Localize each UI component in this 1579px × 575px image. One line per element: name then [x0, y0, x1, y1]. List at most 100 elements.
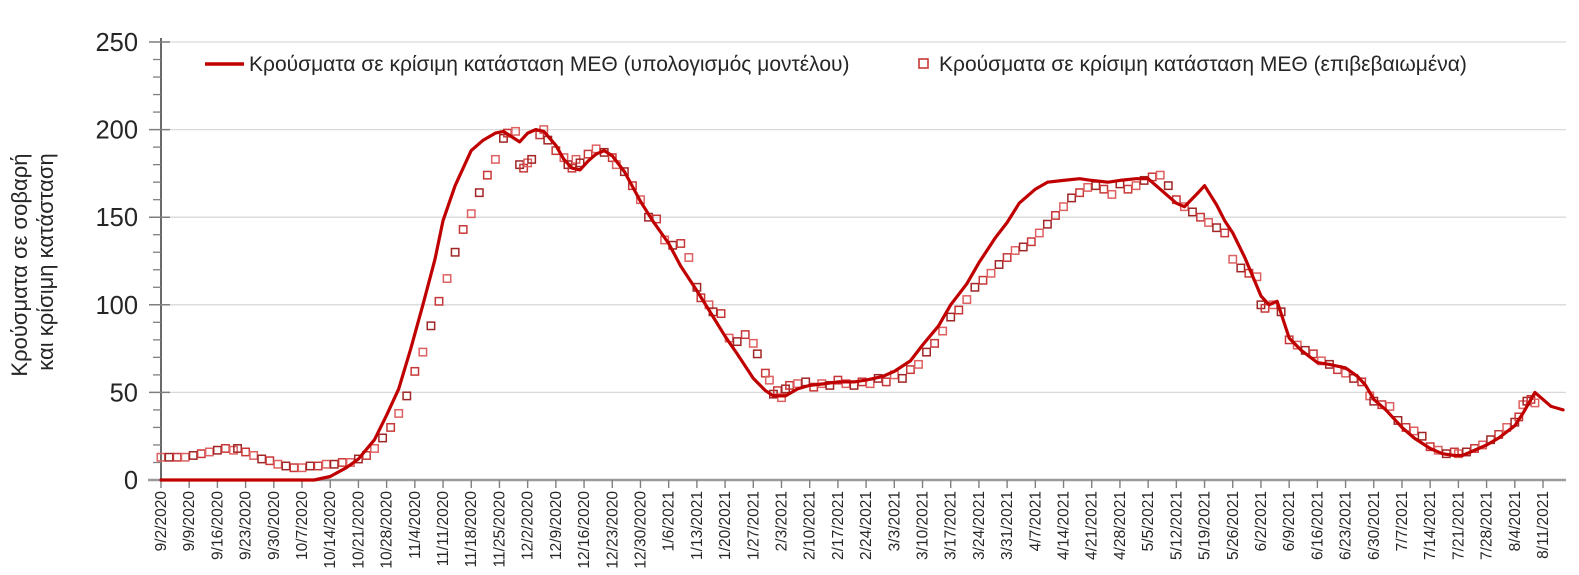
confirmed-point [458, 225, 468, 234]
confirmed-point [511, 126, 521, 136]
confirmed-point [204, 447, 214, 457]
confirmed-point [249, 451, 259, 460]
x-tick-label: 5/19/2021 [1197, 491, 1214, 560]
confirmed-point [1131, 181, 1141, 191]
x-tick-label: 2/24/2021 [858, 491, 875, 560]
confirmed-point [1018, 242, 1028, 252]
x-tick-label: 10/28/2020 [379, 491, 396, 569]
confirmed-point [337, 458, 347, 467]
model-line-path [159, 128, 1565, 482]
confirmed-point [394, 408, 404, 418]
confirmed-point [930, 338, 940, 348]
confirmed-point [696, 293, 706, 303]
confirmed-point [1155, 170, 1165, 180]
confirmed-point [1099, 184, 1109, 194]
x-tick-label: 9/16/2020 [209, 491, 226, 560]
confirmed-point [1212, 223, 1222, 233]
x-tick-label: 6/16/2021 [1309, 491, 1326, 560]
x-tick-label: 11/4/2020 [407, 491, 424, 559]
confirmed-point [732, 337, 742, 347]
confirmed-point [1236, 263, 1246, 273]
x-tick-label: 10/21/2020 [350, 491, 367, 569]
confirmed-point [172, 452, 182, 462]
y-axis-title-line2: και κρίσιμη κατάσταση [33, 153, 58, 370]
x-tick-label: 5/26/2021 [1225, 491, 1242, 560]
confirmed-point [1091, 181, 1101, 191]
confirmed-point [978, 275, 988, 285]
confirmed-point [914, 359, 923, 369]
confirmed-point [922, 347, 931, 357]
y-tick-label: 100 [95, 292, 138, 320]
y-tick-label: 150 [95, 204, 138, 232]
x-tick-label: 4/21/2021 [1084, 491, 1101, 560]
legend-label-confirmed: Κρούσματα σε κρίσιμη κατάσταση ΜΕΘ (επιβ… [939, 53, 1467, 76]
confirmed-point [1042, 219, 1052, 229]
x-tick-label: 6/30/2021 [1366, 491, 1383, 560]
confirmed-point [370, 444, 379, 453]
x-tick-label: 2/3/2021 [773, 491, 790, 551]
confirmed-point [740, 330, 750, 340]
x-tick-label: 4/7/2021 [1027, 491, 1044, 551]
confirmed-point [777, 393, 786, 403]
confirmed-point [1010, 246, 1020, 255]
x-tick-label: 11/11/2020 [435, 491, 452, 567]
y-axis-title-line1: Κρούσματα σε σοβαρή [7, 154, 32, 377]
confirmed-point [410, 366, 420, 376]
x-tick-label: 1/20/2021 [717, 491, 734, 560]
confirmed-point [619, 167, 629, 177]
confirmed-point [450, 247, 460, 257]
confirmed-point [1075, 188, 1085, 198]
confirmed-point [1107, 189, 1117, 199]
x-tick-label: 3/31/2021 [999, 491, 1016, 560]
confirmed-point [386, 422, 396, 432]
x-tick-label: 9/9/2020 [181, 491, 198, 552]
confirmed-scatter [156, 125, 1540, 473]
confirmed-point [1059, 202, 1068, 212]
confirmed-point [434, 296, 444, 306]
confirmed-point [482, 170, 492, 180]
confirmed-point [442, 274, 452, 283]
x-tick-label: 1/13/2021 [689, 491, 706, 560]
confirmed-point [970, 282, 980, 292]
x-tick-label: 7/21/2021 [1450, 491, 1467, 560]
confirmed-point [575, 158, 585, 168]
x-tick-label: 1/6/2021 [661, 491, 678, 551]
legend-square-swatch [918, 58, 929, 69]
y-axis-title: Κρούσματα σε σοβαρή και κρίσιμη κατάστασ… [7, 153, 58, 377]
confirmed-point [426, 321, 436, 331]
confirmed-point [962, 295, 972, 304]
x-tick-label: 8/11/2021 [1535, 491, 1552, 559]
confirmed-point [212, 445, 222, 455]
confirmed-point [164, 452, 174, 462]
confirmed-point [289, 463, 299, 473]
x-tick-label: 11/25/2020 [491, 491, 508, 568]
x-axis: 9/2/2020 9/9/2020 9/16/2020 9/23/2020 9/30/2… [148, 478, 1566, 569]
confirmed-point [946, 312, 956, 322]
x-tick-label: 10/7/2020 [294, 491, 311, 560]
confirmed-point [1220, 228, 1230, 238]
confirmed-point [1357, 377, 1367, 387]
y-tick-label: 250 [95, 29, 138, 57]
confirmed-point [986, 268, 996, 278]
x-tick-label: 12/2/2020 [520, 491, 537, 560]
confirmed-point [297, 463, 307, 473]
confirmed-point [490, 154, 500, 164]
confirmed-point [402, 391, 412, 401]
confirmed-point [1385, 401, 1395, 411]
confirmed-point [994, 260, 1004, 269]
confirmed-point [418, 347, 428, 357]
confirmed-point [257, 454, 267, 464]
x-tick-label: 11/18/2020 [463, 491, 480, 568]
confirmed-point [1002, 253, 1012, 262]
confirmed-point [1034, 228, 1044, 238]
x-tick-label: 6/9/2021 [1281, 491, 1298, 551]
x-tick-label: 12/9/2020 [548, 491, 565, 560]
confirmed-point [1067, 193, 1077, 203]
confirmed-point [1417, 431, 1427, 441]
confirmed-point [1026, 237, 1036, 247]
confirmed-point [954, 305, 964, 315]
confirmed-point [466, 209, 476, 219]
confirmed-point [378, 433, 388, 443]
